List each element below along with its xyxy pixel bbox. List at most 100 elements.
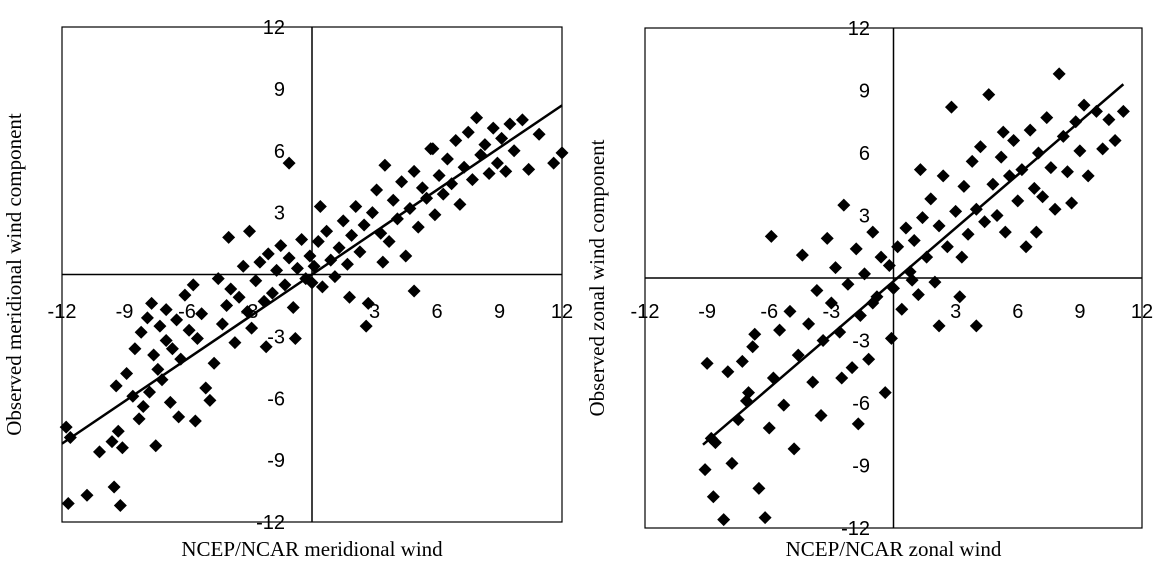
- data-point: [261, 247, 275, 261]
- data-point: [345, 228, 359, 242]
- data-point: [1027, 181, 1041, 195]
- data-point: [203, 393, 217, 407]
- data-point: [486, 121, 500, 135]
- data-point: [932, 219, 946, 233]
- data-point: [357, 218, 371, 232]
- data-point: [353, 245, 367, 259]
- data-point: [328, 270, 342, 284]
- data-point: [791, 348, 805, 362]
- data-point: [547, 156, 561, 170]
- data-point: [143, 385, 156, 399]
- data-point: [503, 117, 517, 131]
- data-point: [961, 227, 975, 241]
- data-point: [349, 199, 363, 213]
- data-point: [824, 296, 838, 310]
- data-point: [845, 361, 859, 375]
- y-tick-label: 3: [274, 203, 285, 225]
- y-tick-label: -6: [267, 388, 285, 410]
- data-point: [957, 179, 971, 193]
- data-point: [386, 193, 400, 207]
- data-point: [172, 410, 186, 424]
- data-point: [428, 208, 442, 222]
- data-point: [274, 239, 288, 253]
- data-point: [336, 214, 350, 228]
- data-point: [426, 142, 440, 156]
- data-point: [717, 513, 731, 527]
- y-tick-label: 6: [859, 143, 870, 165]
- y-tick-label: 12: [263, 17, 285, 39]
- data-point: [190, 331, 204, 345]
- data-point: [1096, 142, 1110, 156]
- data-point: [973, 140, 987, 154]
- data-point: [998, 225, 1012, 239]
- data-point: [249, 274, 263, 288]
- data-point: [735, 354, 749, 368]
- data-point: [305, 276, 319, 290]
- data-point: [721, 365, 735, 379]
- data-point: [835, 371, 849, 385]
- data-point: [949, 204, 963, 218]
- data-point: [878, 386, 892, 400]
- data-point: [207, 356, 221, 370]
- data-point: [1116, 104, 1130, 118]
- x-tick-label: 12: [551, 301, 573, 323]
- data-point: [232, 290, 246, 304]
- data-point: [1031, 146, 1045, 160]
- data-point: [61, 496, 75, 510]
- data-point: [1081, 169, 1095, 183]
- data-point: [837, 198, 851, 212]
- data-point: [80, 488, 94, 502]
- data-point: [236, 259, 250, 273]
- data-point: [93, 445, 106, 459]
- data-point: [499, 164, 513, 178]
- data-point: [436, 187, 450, 201]
- data-point: [990, 209, 1004, 222]
- data-point: [111, 424, 125, 438]
- data-point: [365, 206, 379, 220]
- data-point: [1060, 165, 1074, 179]
- data-point: [107, 480, 121, 494]
- data-point: [295, 232, 309, 246]
- data-point: [1073, 144, 1087, 158]
- y-tick-label: 6: [274, 141, 285, 163]
- data-point: [953, 290, 967, 304]
- data-point: [1019, 240, 1033, 254]
- data-point: [833, 325, 847, 339]
- data-point: [453, 197, 467, 211]
- data-point: [700, 356, 714, 370]
- data-point: [145, 296, 159, 310]
- data-point: [1089, 104, 1103, 118]
- data-point: [224, 282, 238, 296]
- data-point: [186, 278, 200, 292]
- data-point: [199, 381, 213, 395]
- data-point: [1044, 161, 1058, 175]
- zonal-wind-chart: -12 -9 -6 -3 3 6 9 12 12 9 6 3 -3 -6 -9 -12 NCEP/NCAR zo…: [580, 0, 1160, 572]
- data-point: [994, 150, 1008, 164]
- data-point: [461, 125, 475, 139]
- y-axis-title: Observed meridional wind component: [2, 113, 26, 436]
- data-point: [1029, 225, 1043, 239]
- y-tick-label: -12: [256, 512, 285, 534]
- data-point: [936, 169, 950, 183]
- data-point: [814, 409, 828, 422]
- data-point: [378, 158, 392, 172]
- data-point: [340, 257, 354, 271]
- data-point: [495, 131, 509, 145]
- data-point: [532, 127, 546, 141]
- data-point: [361, 296, 375, 310]
- data-point: [806, 375, 820, 389]
- data-point: [862, 352, 876, 366]
- x-tick-label: -12: [631, 301, 660, 323]
- data-point: [259, 340, 273, 354]
- data-point: [215, 317, 229, 331]
- y-axis-title: Observed zonal wind component: [585, 139, 609, 416]
- data-point: [132, 412, 146, 426]
- data-point: [913, 163, 927, 177]
- y-tick-label: 9: [859, 81, 870, 103]
- data-point: [866, 225, 880, 239]
- data-point: [315, 280, 329, 294]
- data-point: [924, 192, 938, 206]
- data-point: [766, 371, 780, 385]
- data-point: [59, 420, 73, 434]
- data-point: [159, 334, 173, 347]
